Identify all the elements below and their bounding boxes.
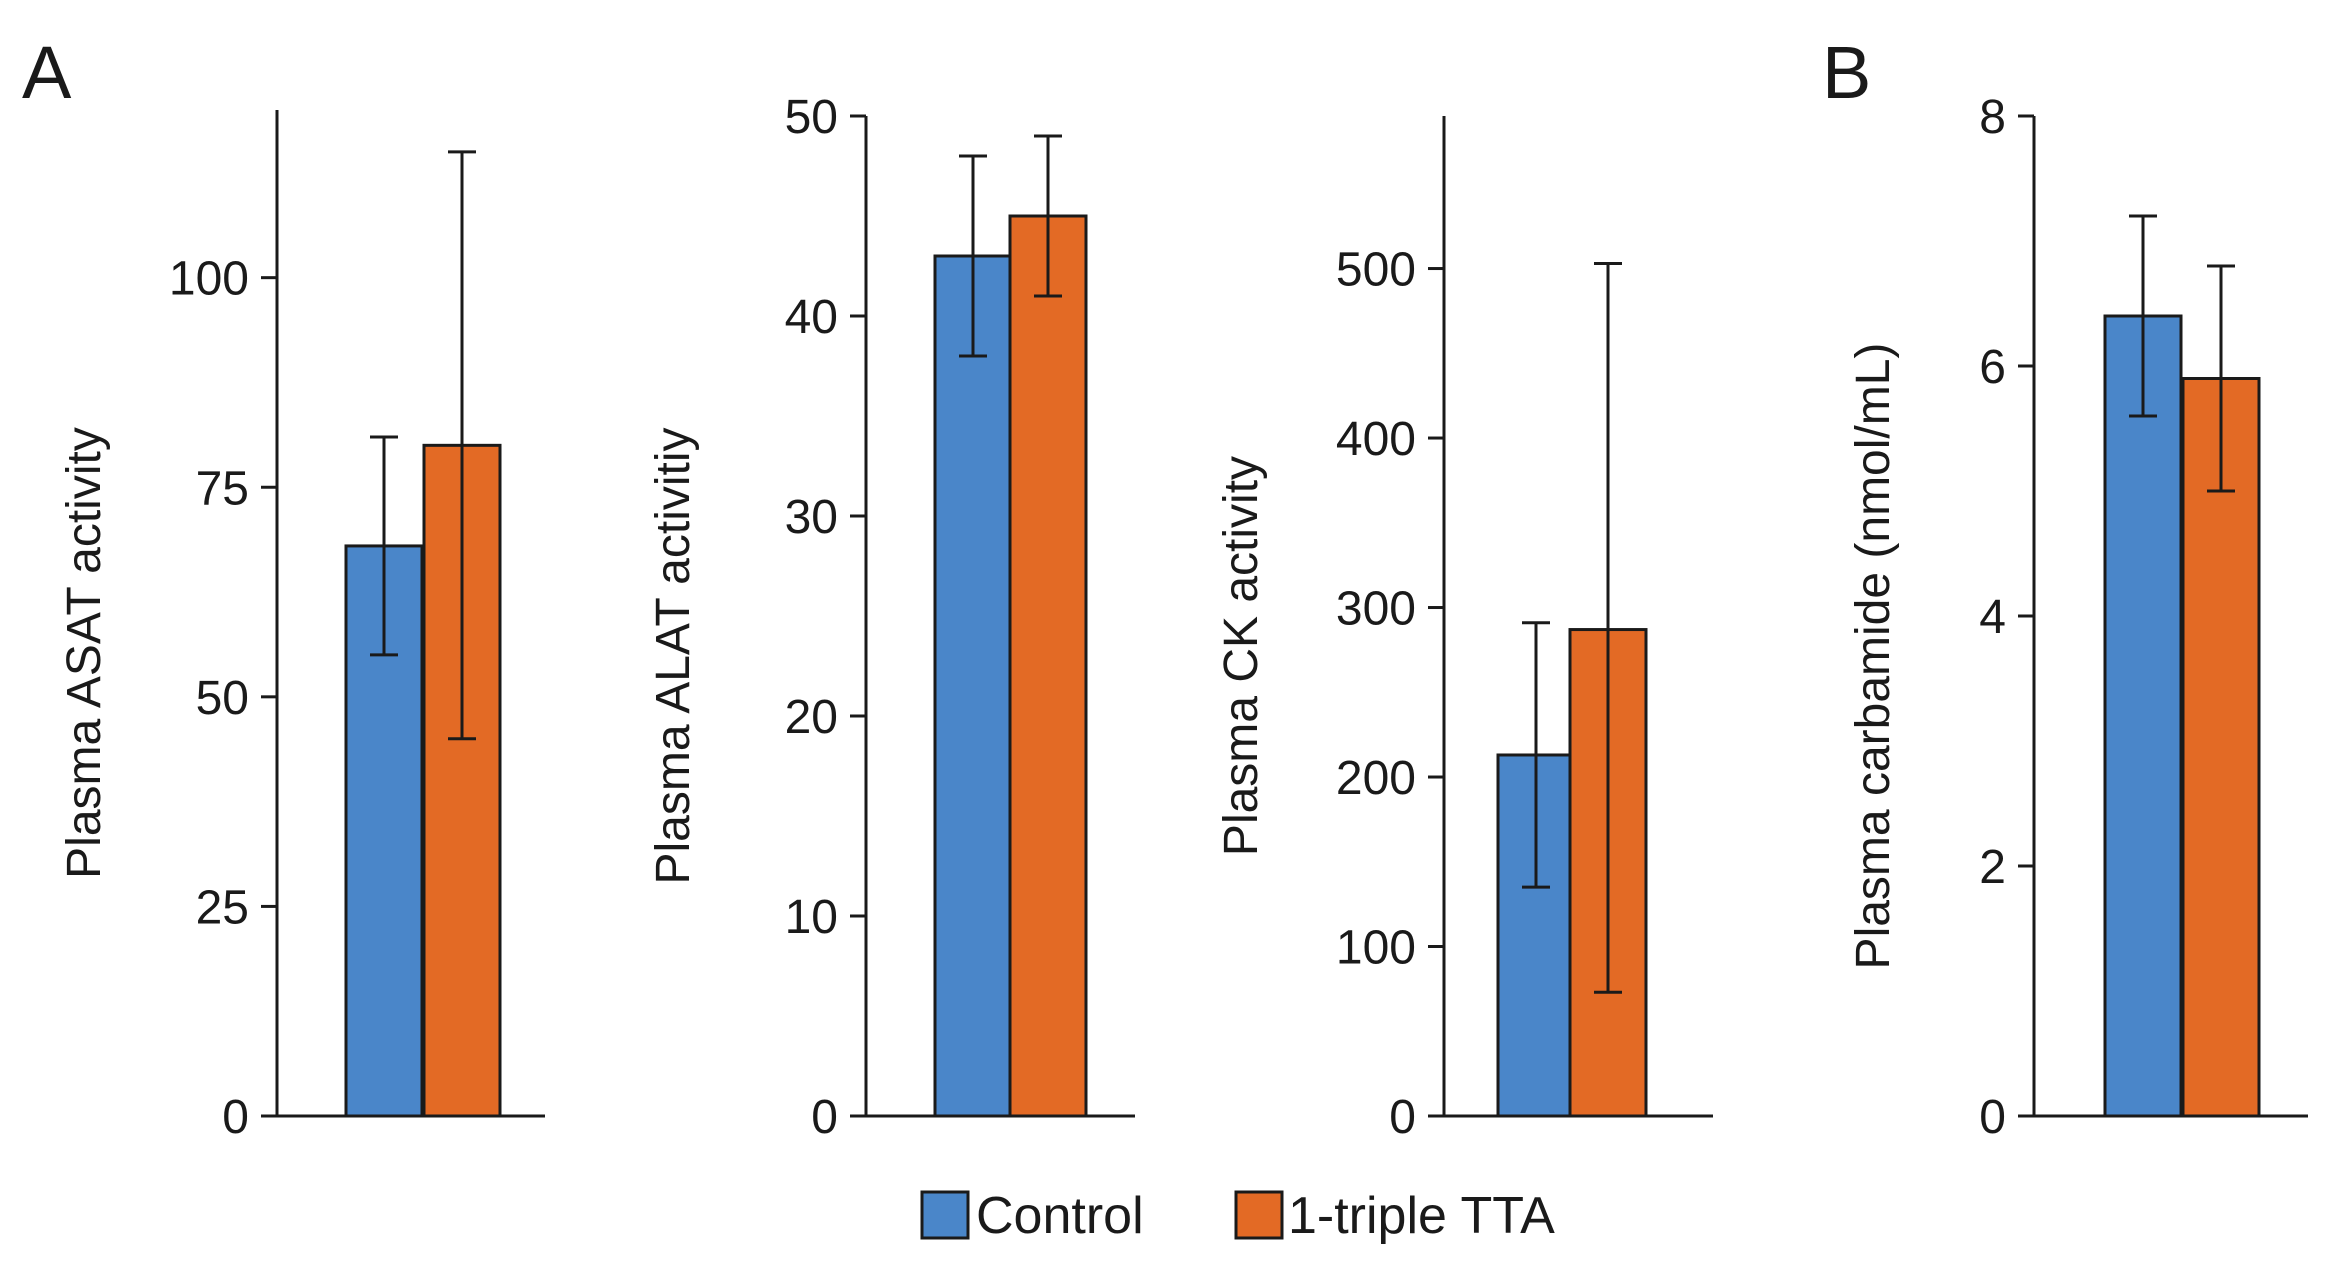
legend-swatch-control bbox=[920, 1190, 970, 1240]
y-tick-label: 0 bbox=[1389, 1091, 1416, 1144]
y-tick-label: 500 bbox=[1336, 244, 1416, 297]
y-tick-label: 50 bbox=[196, 672, 249, 725]
y-tick-label: 2 bbox=[1979, 841, 2006, 894]
y-tick-label: 30 bbox=[785, 491, 838, 544]
y-tick-label: 10 bbox=[785, 891, 838, 944]
y-axis-label: Plasma ASAT activity bbox=[58, 427, 111, 879]
y-tick-label: 4 bbox=[1979, 591, 2006, 644]
legend-label-tta: 1-triple TTA bbox=[1288, 1187, 1555, 1245]
chart-4: 0 2 4 6 8 Plasma carbamide (nmol/mL) bbox=[1847, 91, 2308, 1144]
y-tick-label: 200 bbox=[1336, 752, 1416, 805]
y-tick-label: 25 bbox=[196, 881, 249, 934]
bar-tta bbox=[2181, 377, 2261, 1118]
y-tick-label: 75 bbox=[196, 462, 249, 515]
y-tick-label: 6 bbox=[1979, 341, 2006, 394]
panel-letter-a: A bbox=[22, 31, 72, 114]
y-tick-label: 300 bbox=[1336, 583, 1416, 636]
bar-control bbox=[2103, 314, 2183, 1118]
bar-tta bbox=[1008, 214, 1088, 1118]
y-tick-label: 20 bbox=[785, 691, 838, 744]
chart-3: 0 100 200 300 400 500 Plasma CK activity bbox=[1215, 116, 1713, 1144]
chart-2: 0 10 20 30 40 50 Plasma ALAT activitiy bbox=[647, 91, 1135, 1144]
y-tick-label: 400 bbox=[1336, 413, 1416, 466]
y-axis-label: Plasma ALAT activitiy bbox=[647, 427, 700, 884]
y-axis-label: Plasma carbamide (nmol/mL) bbox=[1847, 343, 1900, 970]
y-axis-label: Plasma CK activity bbox=[1215, 456, 1268, 856]
chart-1: 0 25 50 75 100 Plasma ASAT activity bbox=[58, 110, 545, 1144]
y-tick-label: 0 bbox=[1979, 1091, 2006, 1144]
legend: Control 1-triple TTA bbox=[920, 1187, 1555, 1245]
bar-control bbox=[933, 254, 1013, 1118]
y-tick-label: 40 bbox=[785, 291, 838, 344]
y-tick-label: 100 bbox=[169, 253, 249, 306]
legend-label-control: Control bbox=[976, 1187, 1144, 1245]
y-tick-label: 8 bbox=[1979, 91, 2006, 144]
y-tick-label: 0 bbox=[222, 1091, 249, 1144]
y-tick-label: 50 bbox=[785, 91, 838, 144]
y-tick-label: 0 bbox=[811, 1091, 838, 1144]
panel-letter-b: B bbox=[1822, 31, 1871, 114]
legend-swatch-tta bbox=[1234, 1190, 1284, 1240]
y-tick-label: 100 bbox=[1336, 922, 1416, 975]
